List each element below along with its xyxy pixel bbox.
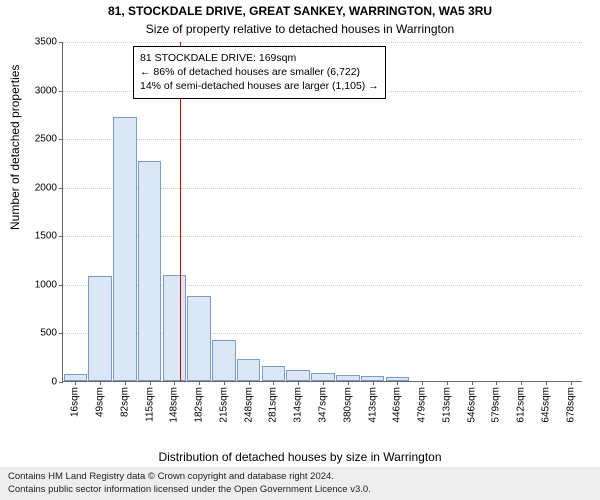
x-tick-label: 314sqm — [293, 387, 304, 423]
histogram-bar — [286, 370, 310, 381]
x-tick-label: 612sqm — [516, 387, 527, 423]
x-tick-mark — [373, 381, 374, 385]
y-tick-mark — [59, 333, 63, 334]
x-tick-mark — [298, 381, 299, 385]
x-tick-label: 546sqm — [466, 387, 477, 423]
x-tick-mark — [174, 381, 175, 385]
x-tick-label: 49sqm — [95, 387, 106, 417]
x-tick-mark — [224, 381, 225, 385]
x-tick-mark — [75, 381, 76, 385]
gridline — [63, 139, 582, 140]
annotation-smaller: ← 86% of detached houses are smaller (6,… — [140, 65, 379, 79]
y-tick-label: 1500 — [35, 231, 57, 242]
x-tick-label: 347sqm — [318, 387, 329, 423]
x-tick-label: 82sqm — [119, 387, 130, 417]
y-tick-label: 1000 — [35, 279, 57, 290]
histogram-bar — [113, 117, 137, 381]
x-tick-label: 479sqm — [417, 387, 428, 423]
histogram-bar — [311, 373, 335, 381]
chart-container: { "titles": { "line1": "81, STOCKDALE DR… — [0, 0, 600, 500]
x-tick-mark — [348, 381, 349, 385]
x-tick-mark — [472, 381, 473, 385]
x-tick-mark — [447, 381, 448, 385]
y-tick-label: 0 — [51, 377, 57, 388]
y-tick-label: 2500 — [35, 134, 57, 145]
y-tick-mark — [59, 139, 63, 140]
chart-title-address: 81, STOCKDALE DRIVE, GREAT SANKEY, WARRI… — [0, 4, 600, 18]
x-tick-mark — [422, 381, 423, 385]
y-tick-mark — [59, 91, 63, 92]
y-tick-mark — [59, 188, 63, 189]
x-tick-mark — [571, 381, 572, 385]
histogram-bar — [64, 374, 88, 381]
x-tick-label: 645sqm — [540, 387, 551, 423]
footer-attribution: Contains HM Land Registry data © Crown c… — [0, 467, 600, 500]
x-tick-label: 16sqm — [70, 387, 81, 417]
annotation-property: 81 STOCKDALE DRIVE: 169sqm — [140, 51, 379, 65]
histogram-bar — [163, 275, 187, 381]
x-tick-label: 248sqm — [243, 387, 254, 423]
histogram-bar — [187, 296, 211, 381]
y-tick-label: 500 — [40, 328, 57, 339]
x-tick-label: 446sqm — [392, 387, 403, 423]
x-tick-mark — [546, 381, 547, 385]
x-tick-mark — [249, 381, 250, 385]
x-tick-mark — [521, 381, 522, 385]
y-tick-mark — [59, 285, 63, 286]
y-tick-mark — [59, 42, 63, 43]
gridline — [63, 42, 582, 43]
footer-line2: Contains public sector information licen… — [8, 484, 592, 496]
x-tick-label: 115sqm — [144, 387, 155, 422]
x-axis-label: Distribution of detached houses by size … — [0, 450, 600, 464]
x-tick-mark — [397, 381, 398, 385]
histogram-bar — [237, 359, 261, 381]
y-tick-mark — [59, 236, 63, 237]
annotation-box: 81 STOCKDALE DRIVE: 169sqm ← 86% of deta… — [133, 46, 386, 99]
x-tick-label: 148sqm — [169, 387, 180, 423]
x-tick-mark — [323, 381, 324, 385]
y-tick-label: 3500 — [35, 37, 57, 48]
x-tick-mark — [125, 381, 126, 385]
footer-line1: Contains HM Land Registry data © Crown c… — [8, 471, 592, 483]
chart-subtitle: Size of property relative to detached ho… — [0, 22, 600, 36]
x-tick-label: 413sqm — [367, 387, 378, 423]
x-tick-label: 281sqm — [268, 387, 279, 423]
x-tick-label: 182sqm — [194, 387, 205, 423]
y-tick-label: 2000 — [35, 182, 57, 193]
x-tick-label: 215sqm — [218, 387, 229, 423]
x-tick-label: 678sqm — [565, 387, 576, 423]
histogram-bar — [212, 340, 236, 381]
histogram-bar — [138, 161, 162, 381]
y-tick-label: 3000 — [35, 85, 57, 96]
x-tick-label: 513sqm — [441, 387, 452, 423]
x-tick-label: 579sqm — [491, 387, 502, 423]
histogram-bar — [262, 366, 286, 381]
histogram-bar — [88, 276, 112, 381]
annotation-larger: 14% of semi-detached houses are larger (… — [140, 79, 379, 93]
x-tick-mark — [100, 381, 101, 385]
y-axis-label: Number of detached properties — [8, 65, 22, 230]
x-tick-mark — [496, 381, 497, 385]
plot-area: 050010001500200025003000350016sqm49sqm82… — [62, 42, 582, 382]
x-tick-mark — [199, 381, 200, 385]
x-tick-mark — [273, 381, 274, 385]
x-tick-mark — [150, 381, 151, 385]
x-tick-label: 380sqm — [342, 387, 353, 423]
y-tick-mark — [59, 382, 63, 383]
